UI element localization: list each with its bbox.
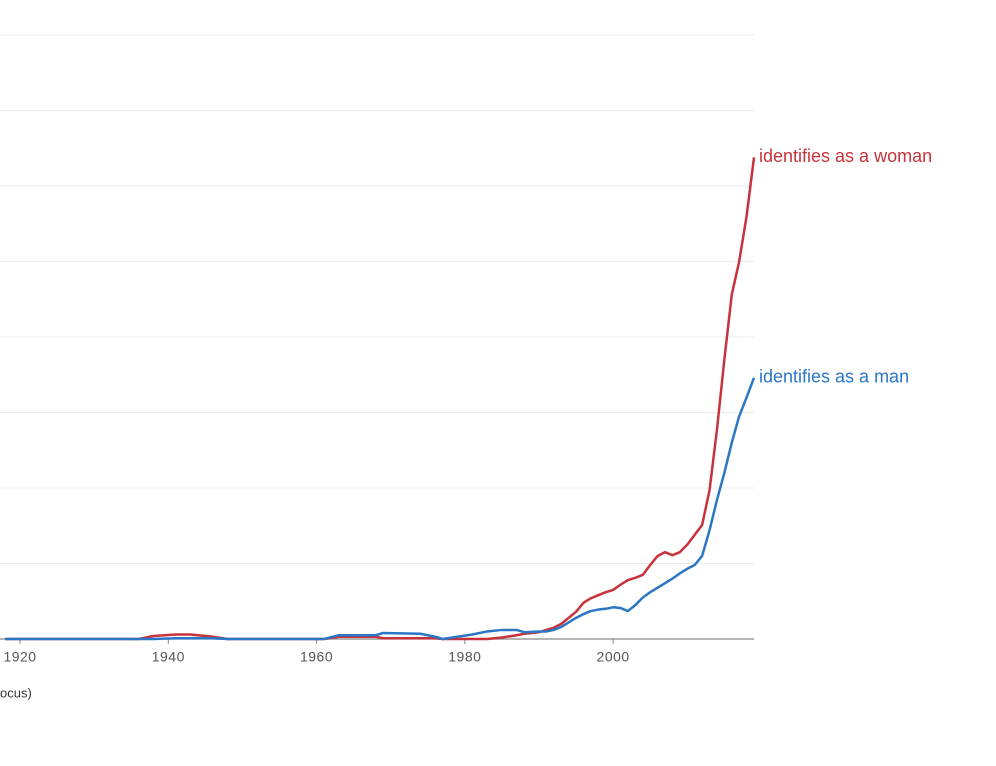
series-label: identifies as a woman [759,146,932,166]
series-line [5,157,756,641]
x-tick-label: 1940 [152,649,185,665]
x-tick-label: 2000 [597,649,630,665]
x-tick-label: 1980 [448,649,481,665]
series-label: identifies as a man [759,367,909,387]
series-line [5,377,756,641]
x-tick-label: 1960 [300,649,333,665]
footnote: ocus) [0,685,32,700]
x-tick-label: 1920 [3,649,36,665]
